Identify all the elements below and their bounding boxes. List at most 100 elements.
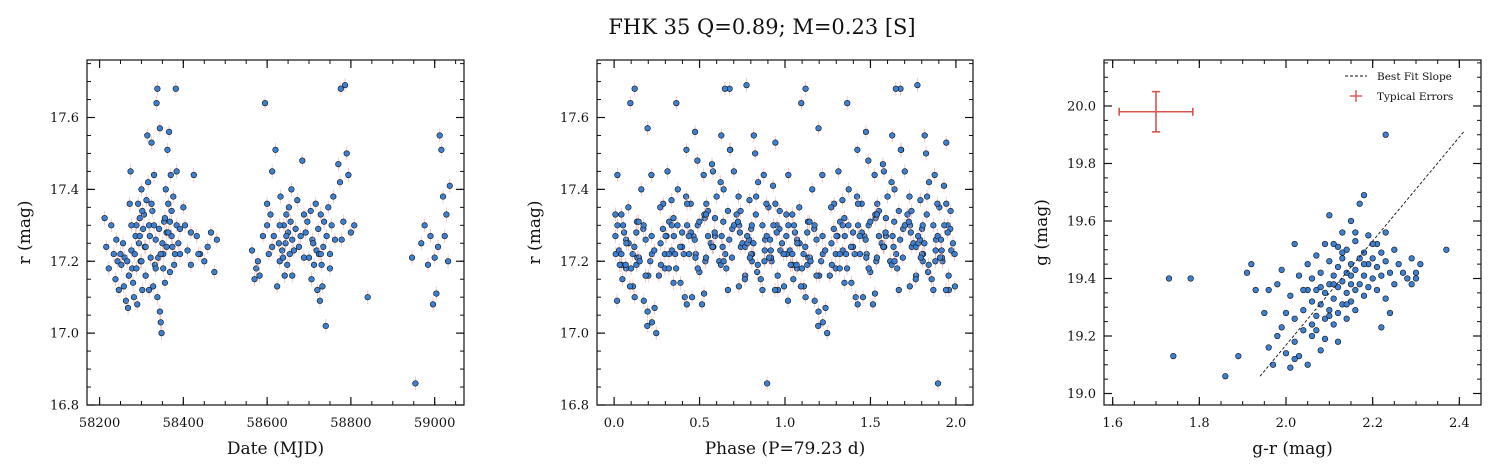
- data-point: [683, 146, 690, 153]
- data-point: [1330, 295, 1337, 302]
- data-point: [873, 254, 881, 261]
- data-point: [103, 243, 110, 250]
- data-point: [735, 283, 742, 290]
- data-point: [620, 229, 628, 236]
- data-point: [277, 193, 284, 200]
- data-point: [1278, 324, 1285, 331]
- data-point: [771, 286, 779, 294]
- data-point: [1334, 243, 1342, 250]
- data-point: [1317, 269, 1324, 276]
- data-point: [1313, 312, 1320, 319]
- data-point: [1287, 364, 1294, 371]
- data-point: [728, 254, 736, 261]
- data-point: [125, 272, 132, 279]
- data-point: [134, 301, 141, 308]
- data-point: [1321, 315, 1329, 322]
- data-point: [1291, 240, 1298, 248]
- data-point: [943, 139, 950, 146]
- data-point: [752, 211, 759, 218]
- data-point: [921, 132, 928, 139]
- data-point: [657, 204, 664, 211]
- data-point: [408, 254, 416, 261]
- data-point: [347, 229, 355, 236]
- x-tick-label: 58400: [163, 416, 204, 431]
- data-point: [665, 265, 672, 272]
- data-point: [752, 150, 759, 157]
- data-point: [269, 168, 276, 175]
- data-point: [1360, 249, 1368, 256]
- data-point: [819, 232, 826, 240]
- data-point: [1295, 272, 1303, 279]
- data-point: [657, 240, 664, 247]
- data-point: [787, 261, 794, 268]
- data-point: [744, 232, 751, 240]
- data-point: [1360, 261, 1368, 268]
- data-point: [772, 200, 779, 207]
- data-point: [932, 247, 939, 254]
- data-point: [130, 294, 138, 301]
- y-tick-label: 19.8: [1067, 157, 1096, 172]
- data-point: [670, 279, 677, 286]
- data-point: [674, 222, 681, 229]
- data-point: [847, 243, 855, 250]
- data-point: [691, 236, 698, 243]
- data-point: [914, 232, 922, 240]
- data-point: [813, 236, 820, 243]
- data-point: [166, 268, 174, 276]
- data-point: [865, 157, 872, 164]
- data-point: [688, 294, 696, 301]
- y-axis-label: r (mag): [525, 201, 545, 265]
- data-point: [1399, 269, 1407, 276]
- data-point: [691, 128, 699, 135]
- data-point: [702, 254, 710, 261]
- data-point: [317, 211, 324, 218]
- data-point: [1265, 344, 1272, 351]
- data-point: [698, 301, 706, 308]
- data-point: [1334, 309, 1342, 317]
- data-point: [784, 297, 792, 304]
- data-point: [694, 265, 701, 272]
- data-point: [1365, 284, 1372, 291]
- data-point: [201, 258, 208, 265]
- data-point: [163, 243, 170, 250]
- data-point: [934, 380, 942, 387]
- data-point: [1304, 261, 1311, 268]
- data-point: [938, 247, 945, 254]
- data-point: [815, 308, 822, 315]
- x-tick-label: 0.5: [689, 416, 710, 431]
- data-point: [284, 261, 291, 268]
- data-point: [854, 146, 861, 153]
- data-point: [1391, 281, 1398, 288]
- data-point: [912, 276, 919, 283]
- data-point: [149, 207, 156, 215]
- data-point: [828, 204, 835, 211]
- data-point: [193, 232, 200, 240]
- data-point: [279, 247, 286, 254]
- data-point: [140, 225, 147, 233]
- data-point: [657, 261, 665, 268]
- data-point: [774, 272, 781, 279]
- data-point: [824, 330, 831, 337]
- data-point: [135, 200, 142, 207]
- data-points: [1165, 131, 1450, 380]
- data-point: [1308, 332, 1316, 340]
- data-point: [156, 125, 163, 132]
- data-point: [828, 240, 835, 247]
- data-point: [159, 240, 166, 247]
- data-point: [644, 308, 651, 315]
- data-point: [806, 218, 813, 225]
- y-tick-label: 16.8: [560, 399, 589, 414]
- data-point: [1300, 307, 1307, 314]
- data-point: [720, 258, 727, 265]
- axes-frame: [596, 59, 974, 406]
- data-point: [1417, 261, 1424, 268]
- data-point: [283, 232, 290, 240]
- data-point: [1360, 292, 1368, 299]
- data-point: [914, 82, 921, 89]
- data-point: [891, 218, 898, 225]
- data-point: [315, 225, 322, 233]
- data-point: [1291, 338, 1298, 345]
- data-point: [248, 247, 256, 254]
- data-point: [636, 258, 643, 265]
- data-point: [1330, 240, 1337, 248]
